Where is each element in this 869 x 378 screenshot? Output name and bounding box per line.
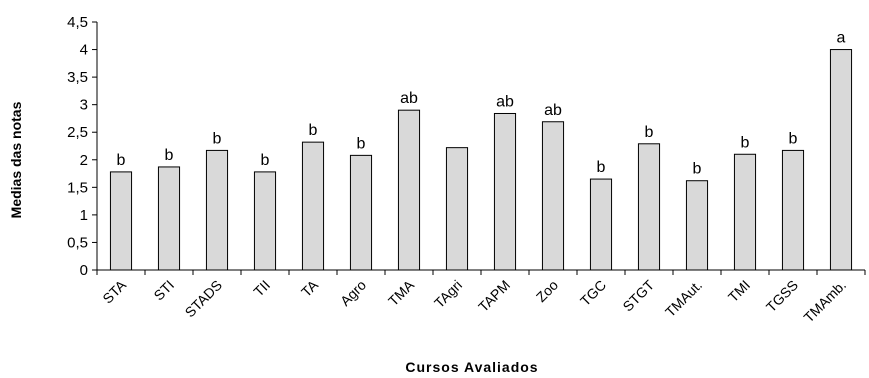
x-tick-label: TAgri: [431, 277, 465, 311]
bar: [109, 171, 133, 271]
x-tick-label: TMA: [385, 276, 418, 309]
data-label: ab: [400, 90, 418, 107]
y-tick-label: 3,5: [67, 69, 88, 86]
y-tick-label: 3: [80, 97, 88, 114]
bar: [685, 180, 709, 271]
x-tick-label: TMAmb.: [800, 277, 849, 326]
x-tick-label: TAPM: [475, 277, 513, 315]
bar: [589, 178, 613, 271]
data-label: ab: [544, 102, 562, 119]
bar: [829, 49, 853, 271]
x-tick-label: TMI: [725, 277, 753, 305]
data-label: b: [693, 161, 702, 178]
data-label: b: [165, 147, 174, 164]
y-tick-label: 0: [80, 262, 88, 279]
bar: [733, 153, 757, 271]
bar: [781, 149, 805, 271]
data-label: b: [357, 135, 366, 152]
data-label: ab: [496, 93, 514, 110]
data-label: b: [741, 134, 750, 151]
y-tick-label: 4,5: [67, 14, 88, 31]
x-tick-label: STA: [99, 276, 129, 306]
bar: [205, 149, 229, 271]
data-label: b: [597, 159, 606, 176]
data-label: b: [789, 130, 798, 147]
y-tick-label: 1,5: [67, 179, 88, 196]
bar: [397, 109, 421, 271]
bar: [445, 147, 469, 271]
x-tick-label: STADS: [182, 277, 226, 321]
bar: [301, 141, 325, 271]
bar: [157, 166, 181, 271]
y-tick-label: 0,5: [67, 234, 88, 251]
bar: [349, 154, 373, 271]
x-tick-label: STI: [150, 277, 177, 304]
data-label: b: [261, 152, 270, 169]
y-tick-label: 1: [80, 207, 88, 224]
bars: [109, 49, 853, 271]
y-tick-label: 2: [80, 152, 88, 169]
y-tick-label: 4: [80, 42, 88, 59]
x-axis-tick-labels: STA STI STADS TII TA Agro TMA TAgri TAPM Zoo TGC ST…: [96, 270, 866, 326]
data-label: b: [213, 130, 222, 147]
y-axis-title: Medias das notas: [8, 101, 24, 218]
data-labels: b b b b b b ab ab ab b b b b b a: [117, 30, 846, 178]
x-tick-label: Agro: [337, 277, 369, 309]
bar: [253, 171, 277, 271]
x-tick-label: Zoo: [533, 277, 562, 306]
x-tick-label: TII: [250, 277, 273, 300]
data-label: b: [645, 124, 654, 141]
bar: [493, 112, 517, 271]
x-tick-label: TGSS: [763, 277, 801, 315]
x-axis-title: Cursos Avaliados: [405, 359, 538, 375]
bar: [637, 143, 661, 271]
data-label: b: [309, 122, 318, 139]
x-tick-label: TA: [298, 276, 322, 300]
x-tick-label: STGT: [619, 276, 657, 314]
bar: [541, 121, 565, 271]
y-axis-ticks: 0 0,5 1 1,5 2 2,5 3 3,5 4 4,5: [67, 14, 97, 279]
y-tick-label: 2,5: [67, 124, 88, 141]
data-label: a: [837, 30, 846, 47]
x-tick-label: TMAut.: [662, 277, 705, 320]
x-tick-label: TGC: [577, 277, 609, 309]
data-label: b: [117, 152, 126, 169]
